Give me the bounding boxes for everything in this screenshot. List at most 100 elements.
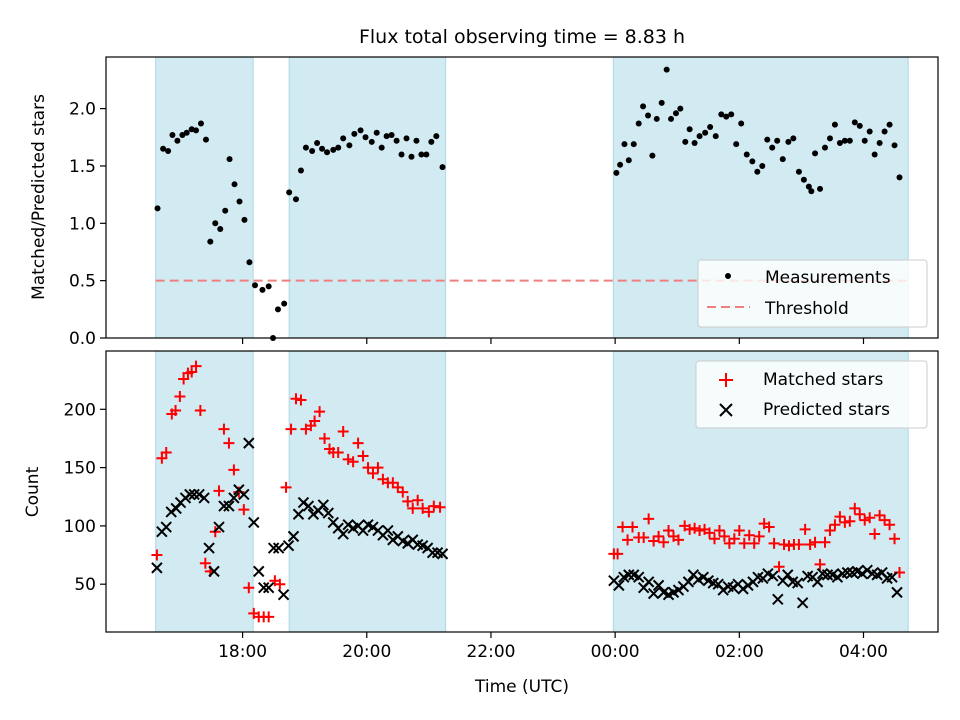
measurement-point bbox=[625, 157, 632, 164]
top-y-axis-label: Matched/Predicted stars bbox=[29, 94, 49, 300]
matched-star-point bbox=[223, 437, 235, 449]
legend-threshold-label: Threshold bbox=[764, 299, 849, 319]
legend-predicted-marker bbox=[719, 403, 733, 417]
predicted-star-point bbox=[213, 521, 225, 533]
bottom-x-axis-ticks: 18:00 20:00 22:00 00:00 02:00 04:00 bbox=[218, 632, 888, 662]
matched-star-point bbox=[854, 508, 866, 520]
predicted-star-point bbox=[382, 524, 394, 537]
matched-star-point bbox=[170, 404, 182, 416]
predicted-star-points bbox=[151, 437, 903, 609]
measurement-point bbox=[183, 129, 190, 136]
matched-star-point bbox=[174, 390, 186, 402]
matched-star-point bbox=[743, 529, 755, 541]
measurement-point bbox=[891, 142, 898, 149]
matched-star-point bbox=[627, 521, 639, 533]
legend-predicted-label: Predicted stars bbox=[763, 400, 890, 420]
predicted-star-point bbox=[228, 492, 240, 504]
top-plot-frame bbox=[105, 56, 939, 339]
measurement-point bbox=[785, 138, 792, 145]
measurement-point bbox=[226, 156, 233, 163]
top-x-axis-ticks bbox=[241, 338, 865, 344]
legend-measurements-marker bbox=[725, 273, 731, 279]
y-tick-label: 50 bbox=[74, 575, 96, 595]
predicted-star-point bbox=[402, 537, 414, 550]
predicted-star-point bbox=[292, 508, 305, 520]
measurement-point bbox=[677, 105, 684, 112]
measurement-point bbox=[686, 126, 693, 133]
matched-star-point bbox=[213, 485, 225, 497]
predicted-star-point bbox=[426, 547, 439, 559]
matched-star-point bbox=[402, 495, 414, 507]
matched-star-point bbox=[653, 530, 665, 542]
x-axis-label: Time (UTC) bbox=[474, 677, 569, 697]
matched-star-point bbox=[663, 525, 675, 537]
measurement-point bbox=[428, 138, 435, 145]
matched-star-point bbox=[884, 519, 896, 531]
matched-star-point bbox=[178, 373, 190, 385]
predicted-star-point bbox=[727, 581, 739, 594]
measurement-point bbox=[362, 134, 369, 141]
predicted-star-point bbox=[238, 488, 250, 501]
matched-star-point bbox=[617, 521, 629, 533]
x-tick-label: 00:00 bbox=[591, 642, 640, 662]
measurement-point bbox=[821, 144, 828, 151]
measurement-point bbox=[357, 127, 364, 134]
predicted-star-point bbox=[767, 570, 779, 582]
matched-star-point bbox=[684, 523, 696, 535]
matched-star-point bbox=[738, 537, 750, 549]
matched-star-point bbox=[859, 514, 871, 526]
measurement-point bbox=[728, 111, 735, 118]
predicted-star-point bbox=[647, 587, 660, 600]
y-tick-label: 0.0 bbox=[69, 329, 96, 349]
measurement-point bbox=[231, 181, 238, 188]
matched-star-point bbox=[638, 532, 650, 544]
measurement-point bbox=[388, 131, 395, 138]
bottom-plot-frame bbox=[105, 350, 939, 633]
legend-measurements-label: Measurements bbox=[765, 268, 891, 288]
bottom-y-axis-ticks: 50 100 150 200 bbox=[64, 400, 106, 595]
measurement-point bbox=[169, 131, 176, 138]
legend-matched-label: Matched stars bbox=[763, 370, 883, 390]
measurement-point bbox=[866, 128, 873, 135]
matched-star-point bbox=[228, 464, 240, 476]
matched-star-point bbox=[309, 415, 321, 427]
x-tick-label: 20:00 bbox=[342, 642, 391, 662]
matched-star-point bbox=[643, 513, 655, 525]
predicted-star-point bbox=[387, 534, 399, 546]
measurement-point bbox=[769, 144, 776, 151]
matched-star-point bbox=[733, 525, 745, 537]
predicted-star-point bbox=[243, 437, 255, 449]
matched-star-point bbox=[753, 530, 765, 542]
predicted-star-point bbox=[307, 508, 320, 520]
y-tick-label: 100 bbox=[64, 517, 96, 537]
measurement-point bbox=[340, 135, 347, 142]
measurement-point bbox=[805, 183, 812, 190]
measurement-point bbox=[418, 151, 425, 158]
predicted-star-point bbox=[262, 581, 275, 594]
matched-star-point bbox=[799, 523, 811, 535]
predicted-star-point bbox=[737, 583, 749, 595]
matched-star-point bbox=[274, 578, 286, 590]
measurement-point bbox=[663, 66, 670, 73]
measurement-point bbox=[817, 185, 824, 192]
x-tick-label: 02:00 bbox=[715, 642, 764, 662]
measurement-point bbox=[702, 129, 709, 136]
matched-star-point bbox=[319, 432, 331, 444]
measurement-point bbox=[346, 142, 353, 149]
predicted-star-point bbox=[184, 488, 196, 501]
measurement-point bbox=[246, 259, 253, 266]
x-tick-label: 22:00 bbox=[466, 642, 515, 662]
predicted-star-point bbox=[717, 584, 729, 596]
measurement-point bbox=[795, 168, 802, 175]
measurement-point bbox=[309, 148, 316, 155]
measurement-point bbox=[876, 140, 883, 147]
measurement-point bbox=[398, 151, 405, 158]
predicted-star-point bbox=[253, 565, 265, 578]
matched-star-point bbox=[834, 511, 846, 523]
observing-window bbox=[288, 350, 447, 633]
y-tick-label: 0.5 bbox=[69, 272, 96, 292]
matched-star-point bbox=[428, 500, 440, 512]
predicted-star-point bbox=[811, 576, 824, 588]
matched-star-point bbox=[658, 536, 670, 548]
measurement-point bbox=[682, 138, 689, 145]
